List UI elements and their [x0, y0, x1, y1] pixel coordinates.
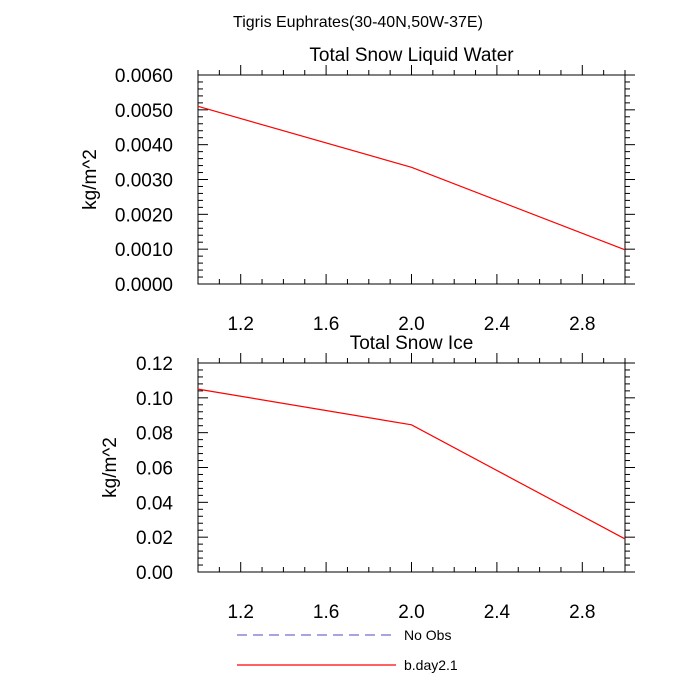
y-tick-label: 0.10 — [136, 389, 173, 410]
series-line-1 — [197, 388, 626, 540]
y-tick-label: 0.02 — [136, 528, 173, 549]
y-tick-label: 0.0060 — [115, 66, 173, 87]
y-axis-label: kg/m^2 — [100, 437, 121, 498]
x-tick-label: 1.6 — [313, 314, 339, 335]
y-tick-label: 0.0030 — [115, 171, 173, 192]
x-tick-label: 1.6 — [313, 602, 339, 623]
legend: No Obs b.day2.1 — [237, 627, 458, 673]
x-tick-label: 2.0 — [398, 602, 424, 623]
y-tick-label: 0.0040 — [115, 136, 173, 157]
plot-frame — [197, 362, 626, 573]
figure-title: Tigris Euphrates(30-40N,50W-37E) — [233, 14, 483, 31]
y-tick-label: 0.08 — [136, 424, 173, 445]
x-tick-label: 2.8 — [569, 602, 595, 623]
legend-label-2: b.day2.1 — [404, 657, 458, 673]
y-axis-label: kg/m^2 — [80, 149, 101, 210]
x-tick-label: 1.2 — [227, 602, 253, 623]
chart-panel-1: Total Snow Liquid Water kg/m^2 1.2 1.6 2.0 2.… — [80, 45, 635, 335]
legend-label-1: No Obs — [404, 627, 451, 643]
chart-title: Total Snow Ice — [350, 333, 474, 354]
y-tick-label: 0.0050 — [115, 101, 173, 122]
plot-frame — [197, 74, 626, 285]
series-line-1 — [197, 105, 626, 251]
y-tick-label: 0.0010 — [115, 240, 173, 261]
x-tick-label: 2.8 — [569, 314, 595, 335]
x-tick-label: 1.2 — [227, 314, 253, 335]
y-tick-label: 0.0000 — [115, 275, 173, 296]
chart-panels: Total Snow Liquid Water kg/m^2 1.2 1.6 2.0 2.… — [80, 45, 635, 623]
y-tick-label: 0.06 — [136, 459, 173, 480]
chart-title: Total Snow Liquid Water — [309, 45, 514, 66]
y-tick-label: 0.00 — [136, 563, 173, 584]
x-tick-label: 2.4 — [484, 602, 511, 623]
y-tick-label: 0.0020 — [115, 205, 173, 226]
x-tick-label: 2.4 — [484, 314, 511, 335]
chart-panel-2: Total Snow Ice kg/m^2 1.2 1.6 2.0 2.4 2.8 0.00 0… — [100, 333, 635, 623]
y-tick-label: 0.04 — [136, 493, 173, 514]
y-tick-label: 0.12 — [136, 354, 173, 375]
x-tick-label: 2.0 — [398, 314, 424, 335]
